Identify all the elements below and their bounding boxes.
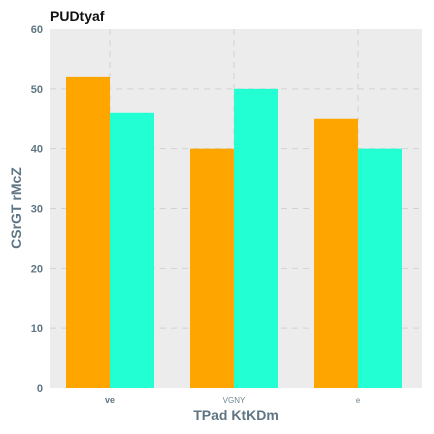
bar-series1-e xyxy=(314,118,358,388)
y-axis-ticks: 0 10 20 30 40 50 60 xyxy=(31,24,43,395)
bars xyxy=(66,76,402,389)
x-tick-label: ve xyxy=(105,395,115,405)
y-tick-label: 50 xyxy=(31,84,43,96)
bar-series1-VGNY xyxy=(190,148,234,388)
x-axis-label: TPad KtKDm xyxy=(193,407,279,423)
y-tick-label: 20 xyxy=(31,263,43,275)
y-axis-label: CSrGT rMcZ xyxy=(8,167,24,249)
x-tick-label: e xyxy=(356,396,361,405)
y-tick-label: 30 xyxy=(31,204,43,216)
chart-title: PUDtyaf xyxy=(50,8,105,24)
y-tick-label: 0 xyxy=(37,383,43,395)
x-axis-ticks: ve VGNY e xyxy=(105,395,361,405)
bar-series1-ve xyxy=(66,76,110,388)
bar-series2-ve xyxy=(110,112,154,389)
bar-series2-e xyxy=(358,148,402,388)
bar-series2-VGNY xyxy=(234,88,278,388)
y-tick-label: 60 xyxy=(31,24,43,36)
x-tick-label: VGNY xyxy=(223,396,246,405)
y-tick-label: 10 xyxy=(31,323,43,335)
y-tick-label: 40 xyxy=(31,144,43,156)
